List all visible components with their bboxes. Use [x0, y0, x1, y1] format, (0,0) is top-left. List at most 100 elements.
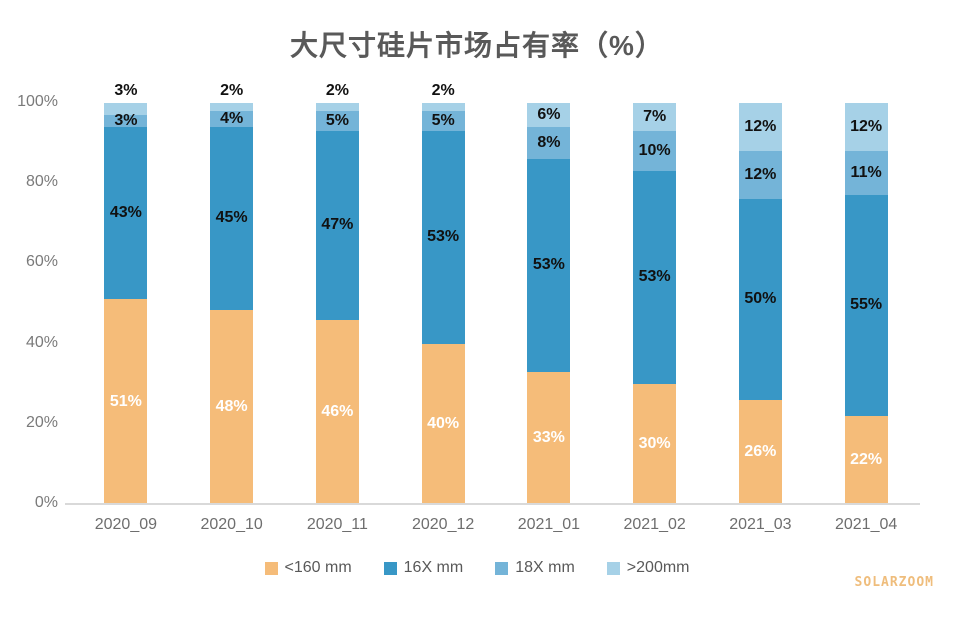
bar-segment: 11% — [844, 151, 888, 196]
bar-segment-label: 3% — [114, 112, 138, 130]
bar-segment-label: 12% — [850, 118, 883, 136]
bar-segment: 48% — [210, 309, 254, 504]
bar-segment-label: 5% — [431, 112, 455, 130]
bar-segment: 6% — [527, 103, 571, 128]
y-tick-label: 60% — [25, 253, 58, 271]
bar-segment-label: 47% — [321, 216, 354, 234]
x-tick-label: 2021_03 — [729, 516, 792, 533]
bar-segment: 12% — [738, 151, 782, 200]
bar-segment-label: 12% — [744, 166, 777, 184]
bar-segment: 8% — [527, 127, 571, 160]
bar-segment: 2% — [421, 82, 465, 112]
legend: <160 mm 16X mm 18X mm >200mm — [0, 559, 954, 577]
bar-segment: 33% — [527, 371, 571, 504]
legend-label: >200mm — [626, 559, 690, 576]
bar-segment-label: 55% — [850, 296, 883, 314]
x-tick-label: 2021_04 — [834, 516, 898, 533]
plot-area: 0% 20% 40% 60% 80% 100% 3% 3% 43% 51% 2% 4% 45% 48% 2… — [17, 82, 920, 533]
bar-slot: 6% 8% 53% 33% — [496, 103, 602, 504]
bar-segment: 2% — [210, 82, 254, 112]
bar-segment: 22% — [844, 415, 888, 504]
bar-segment-label: 51% — [109, 392, 142, 410]
bar-segment-label: 2% — [431, 82, 455, 99]
chart-title: 大尺寸硅片市场占有率（%） — [290, 30, 664, 61]
bar-2020_12: 2% 5% 53% 40% — [421, 82, 465, 504]
bar-segment: 7% — [633, 103, 677, 132]
bar-slot: 2% 4% 45% 48% — [179, 82, 285, 504]
bar-2020_09: 3% 3% 43% 51% — [104, 82, 148, 504]
watermark: SOLARZOOM — [854, 575, 934, 590]
bar-segment-label: 33% — [532, 428, 565, 446]
bar-segment: 2% — [315, 82, 359, 112]
y-tick-label: 40% — [25, 333, 58, 351]
bar-segment-label: 22% — [850, 450, 883, 468]
bar-segment: 55% — [844, 195, 888, 416]
bar-segment-label: 53% — [532, 256, 565, 274]
bar-segment-label: 5% — [325, 112, 349, 130]
y-tick-label: 80% — [25, 173, 58, 191]
bar-segment: 51% — [104, 299, 148, 504]
bar-segment-label: 50% — [744, 290, 777, 308]
y-tick-label: 0% — [34, 494, 58, 511]
bar-slot: 12% 12% 50% 26% — [708, 103, 814, 504]
x-tick-label: 2021_02 — [623, 516, 686, 533]
bar-segment-label: 2% — [220, 82, 244, 99]
bar-2021_04: 12% 11% 55% 22% — [844, 103, 888, 504]
bar-segment: 53% — [633, 171, 677, 384]
x-tick-label: 2020_10 — [200, 516, 263, 533]
bars-container: 3% 3% 43% 51% 2% 4% 45% 48% 2% 5% 47% 46% 2% 5% 53% 40%… — [73, 82, 919, 504]
bar-segment: 12% — [844, 103, 888, 152]
x-tick-label: 2021_01 — [517, 516, 581, 533]
x-tick-label: 2020_12 — [411, 516, 475, 533]
bar-segment-label: 53% — [427, 228, 460, 246]
bar-segment: 30% — [633, 383, 677, 504]
bar-segment-label: 46% — [321, 402, 354, 420]
legend-item-16x-mm: 16X mm — [383, 559, 464, 577]
legend-label: 18X mm — [515, 559, 575, 576]
x-tick-label: 2020_11 — [306, 516, 368, 533]
bar-segment-label: 10% — [638, 142, 671, 160]
bar-2021_03: 12% 12% 50% 26% — [738, 103, 782, 504]
bar-segment-label: 45% — [215, 209, 248, 227]
legend-item-200mm: >200mm — [606, 559, 690, 577]
bar-segment-label: 30% — [638, 434, 671, 452]
bar-segment-label: 12% — [744, 118, 777, 136]
bar-2020_10: 2% 4% 45% 48% — [210, 82, 254, 504]
legend-item-18x-mm: 18X mm — [495, 559, 575, 577]
bar-segment-label: 11% — [850, 164, 882, 182]
bar-segment: 43% — [104, 127, 148, 300]
y-tick-label: 100% — [17, 93, 58, 110]
bar-2021_02: 7% 10% 53% 30% — [633, 103, 677, 504]
bar-segment-label: 6% — [537, 106, 561, 124]
bar-segment: 12% — [738, 103, 782, 152]
bar-slot: 3% 3% 43% 51% — [73, 82, 179, 504]
bar-2021_01: 6% 8% 53% 33% — [527, 103, 571, 504]
bar-segment: 10% — [633, 131, 677, 172]
x-axis-labels: 2020_09 2020_10 2020_11 2020_12 2021_01 2021_… — [73, 516, 919, 534]
legend-swatch — [383, 561, 397, 575]
legend-item-160-mm: <160 mm — [264, 559, 352, 577]
bar-slot: 12% 11% 55% 22% — [813, 103, 919, 504]
bar-segment-label: 26% — [744, 442, 777, 460]
bar-segment: 53% — [421, 131, 465, 344]
bar-slot: 2% 5% 47% 46% — [285, 82, 391, 504]
bar-segment: 26% — [738, 399, 782, 504]
bar-slot: 7% 10% 53% 30% — [602, 103, 708, 504]
bar-segment: 46% — [315, 319, 359, 504]
bar-segment: 45% — [210, 127, 254, 310]
legend-label: 16X mm — [403, 559, 464, 576]
x-tick-label: 2020_09 — [94, 516, 158, 533]
y-tick-label: 20% — [25, 413, 58, 431]
bar-segment: 3% — [104, 82, 148, 116]
bar-segment-label: 2% — [325, 82, 349, 99]
bar-segment: 53% — [527, 159, 571, 372]
legend-swatch — [606, 561, 620, 575]
bar-segment-label: 53% — [638, 268, 671, 286]
bar-segment-label: 3% — [114, 82, 138, 99]
bar-segment-label: 40% — [427, 414, 460, 432]
bar-segment: 3% — [104, 112, 148, 130]
legend-swatch — [495, 561, 509, 575]
bar-segment-label: 4% — [220, 110, 244, 128]
legend-swatch — [264, 561, 278, 575]
